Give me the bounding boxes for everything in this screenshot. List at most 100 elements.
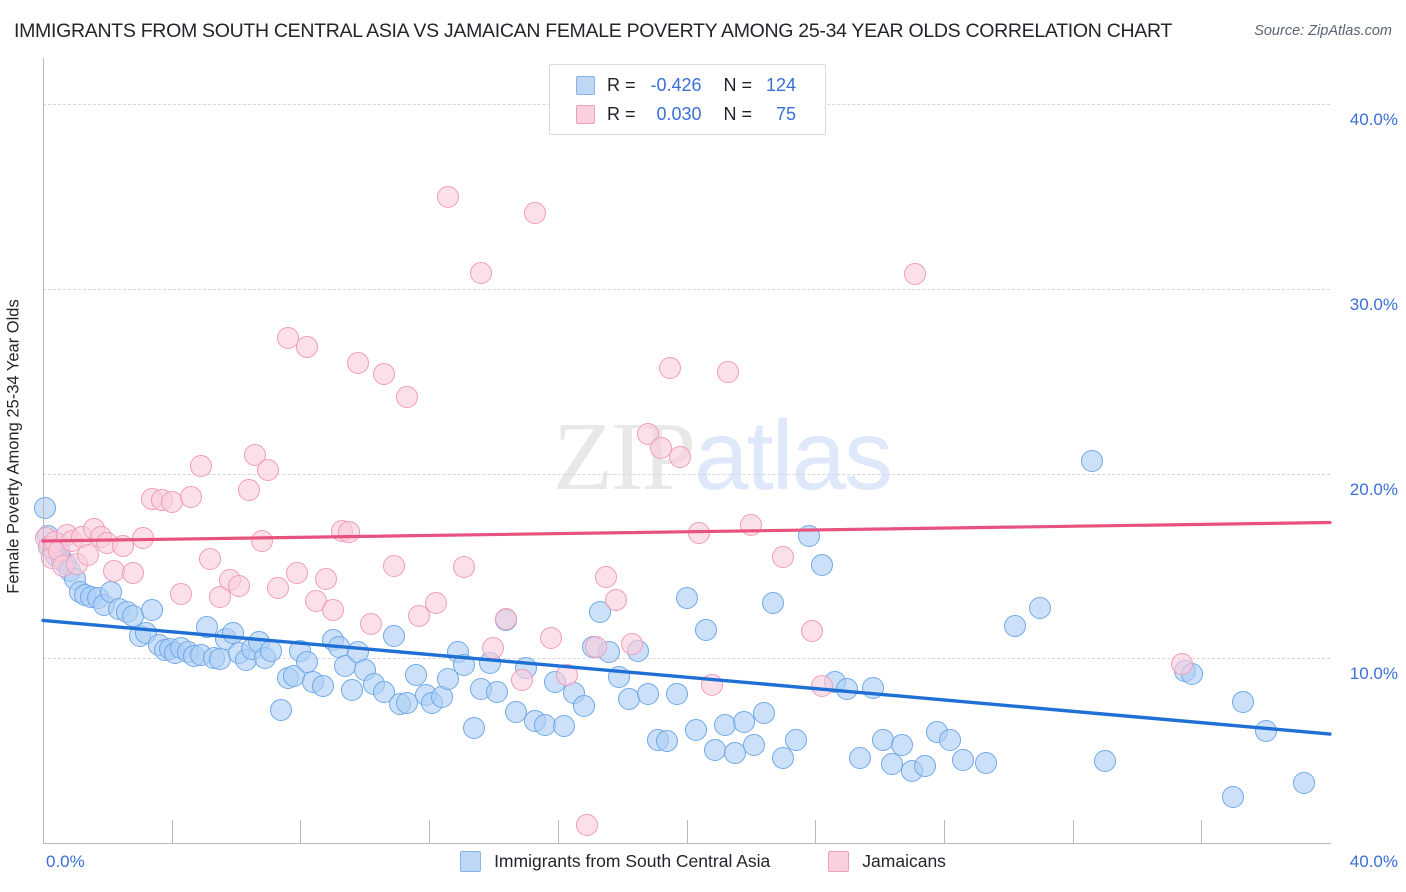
y-axis-tick-label: 30.0% <box>1349 294 1398 314</box>
data-point <box>382 554 405 577</box>
data-point <box>1080 449 1103 472</box>
stats-n-value-immigrants: 124 <box>765 75 797 95</box>
data-point <box>688 521 711 544</box>
data-point <box>656 730 679 753</box>
data-point <box>675 587 698 610</box>
data-point <box>295 650 318 673</box>
data-point <box>395 385 418 408</box>
data-point <box>553 714 576 737</box>
data-point <box>704 738 727 761</box>
stats-r-label: R = <box>607 104 636 124</box>
data-point <box>170 582 193 605</box>
data-point <box>604 589 627 612</box>
data-point <box>221 622 244 645</box>
data-point <box>891 734 914 757</box>
data-point <box>437 186 460 209</box>
data-point <box>311 675 334 697</box>
data-point <box>784 728 807 751</box>
data-point <box>257 458 280 481</box>
data-point <box>208 586 231 609</box>
plot-area <box>33 58 1330 843</box>
data-point <box>295 336 318 359</box>
x-axis-max-label: 40.0% <box>1349 852 1398 871</box>
data-point <box>373 362 396 385</box>
data-point <box>405 663 428 686</box>
x-axis-tick <box>943 820 945 843</box>
x-axis-tick <box>815 820 817 843</box>
data-point <box>189 455 212 478</box>
page-title: IMMIGRANTS FROM SOUTH CENTRAL ASIA VS JA… <box>14 20 1173 42</box>
legend-item-immigrants[interactable]: Immigrants from South Central Asia <box>460 851 770 872</box>
data-point <box>974 751 997 774</box>
gridline <box>43 473 1330 475</box>
data-point <box>540 626 563 649</box>
data-point <box>469 262 492 285</box>
data-point <box>485 680 508 703</box>
stats-row-jamaicans: R = 0.030 N = 75 <box>550 100 825 129</box>
data-point <box>810 675 833 697</box>
data-point <box>913 755 936 778</box>
data-point <box>1222 785 1245 808</box>
data-point <box>669 445 692 468</box>
data-point <box>1003 614 1026 637</box>
data-point <box>952 748 975 771</box>
data-point <box>739 514 762 537</box>
data-point <box>810 554 833 577</box>
data-point <box>723 742 746 765</box>
data-point <box>250 530 273 552</box>
data-point <box>237 479 260 502</box>
data-point <box>511 669 534 692</box>
data-point <box>228 575 251 598</box>
x-axis-tick <box>557 820 559 843</box>
data-point <box>1293 771 1316 794</box>
legend-swatch-immigrants <box>460 851 482 872</box>
gridline <box>43 288 1330 290</box>
legend-label-immigrants: Immigrants from South Central Asia <box>494 851 771 871</box>
stats-n-value-jamaicans: 75 <box>776 104 797 124</box>
data-point <box>636 683 659 706</box>
data-point <box>572 695 595 718</box>
data-point <box>665 683 688 706</box>
data-point <box>772 545 795 568</box>
data-point <box>270 699 293 721</box>
legend-swatch-jamaicans <box>828 851 850 872</box>
data-point <box>743 734 766 757</box>
correlation-stats-box: R = -0.426 N = 124 R = 0.030 N = 75 <box>549 64 826 135</box>
data-point <box>701 674 724 697</box>
data-point <box>347 351 370 374</box>
data-point <box>360 613 383 636</box>
x-axis-line <box>43 843 1331 844</box>
data-point <box>717 361 740 383</box>
y-axis-tick-label: 40.0% <box>1349 110 1398 130</box>
data-point <box>180 485 202 508</box>
data-point <box>424 591 447 614</box>
legend-label-jamaicans: Jamaicans <box>862 851 946 871</box>
data-point <box>575 814 598 837</box>
data-point <box>77 543 100 566</box>
data-point <box>939 729 962 752</box>
data-point <box>694 618 717 641</box>
source-label: Source: ZipAtlas.com <box>1254 23 1392 39</box>
data-point <box>836 677 859 700</box>
data-point <box>337 520 360 543</box>
data-point <box>131 527 154 550</box>
legend-item-jamaicans[interactable]: Jamaicans <box>828 851 946 872</box>
stats-n-label: N = <box>723 104 753 124</box>
data-point <box>453 555 476 578</box>
x-axis-tick <box>171 820 173 843</box>
data-point <box>800 619 823 642</box>
data-point <box>482 637 505 660</box>
x-axis-min-label: 0.0% <box>46 852 85 871</box>
data-point <box>141 599 164 622</box>
x-axis-tick <box>300 820 302 843</box>
data-point <box>266 577 289 600</box>
data-point <box>1232 690 1255 713</box>
stats-swatch-jamaicans <box>576 105 595 124</box>
y-axis-line <box>43 58 44 843</box>
stats-r-value-immigrants: -0.426 <box>650 75 702 95</box>
stats-swatch-immigrants <box>576 76 595 95</box>
data-point <box>752 701 775 724</box>
data-point <box>862 676 885 699</box>
data-point <box>382 625 405 648</box>
data-point <box>620 632 643 655</box>
